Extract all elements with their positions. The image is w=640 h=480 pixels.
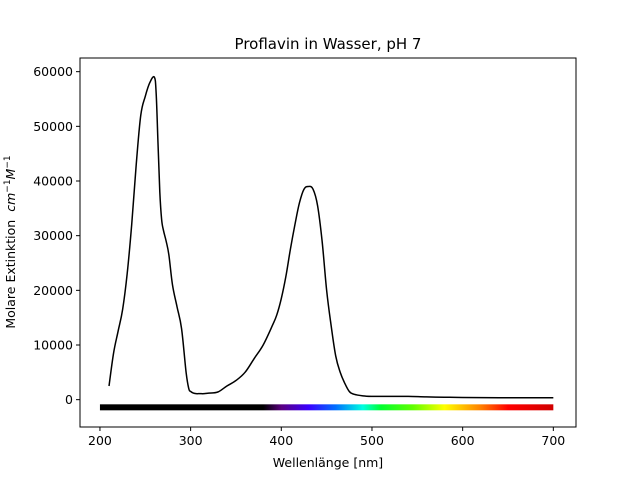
x-tick-label: 500 xyxy=(360,433,384,448)
chart-title: Proflavin in Wasser, pH 7 xyxy=(235,35,422,53)
y-tick-label: 30000 xyxy=(33,228,73,243)
y-tick-label: 60000 xyxy=(33,64,73,79)
y-axis-label: Molare Extinktion cm−1M−1 xyxy=(3,155,18,328)
series-line-0 xyxy=(108,75,554,399)
x-tick-label: 600 xyxy=(451,433,475,448)
y-axis-label-exp-2: −1 xyxy=(3,155,13,168)
x-axis: 200 300 400 500 600 700 xyxy=(88,427,565,448)
y-tick-label: 50000 xyxy=(33,119,73,134)
plot-area xyxy=(99,75,554,411)
x-tick-label: 200 xyxy=(88,433,112,448)
y-axis-label-exp-1: −1 xyxy=(3,179,13,192)
x-tick-label: 700 xyxy=(541,433,565,448)
y-tick-label: 10000 xyxy=(33,338,73,353)
x-tick-label: 300 xyxy=(179,433,203,448)
y-axis-label-text: Molare Extinktion xyxy=(3,220,18,329)
y-tick-label: 0 xyxy=(65,392,73,407)
y-axis-label-unit-2: M xyxy=(3,168,18,179)
x-tick-label: 400 xyxy=(269,433,293,448)
axes-frame xyxy=(79,57,577,428)
y-axis: 0 10000 20000 30000 40000 50000 60000 xyxy=(33,64,80,407)
y-tick-label: 20000 xyxy=(33,283,73,298)
y-axis-label-unit-1: cm xyxy=(3,193,18,212)
y-tick-label: 40000 xyxy=(33,174,73,189)
spectrum-bar xyxy=(99,404,554,411)
x-axis-label: Wellenlänge [nm] xyxy=(273,455,383,470)
